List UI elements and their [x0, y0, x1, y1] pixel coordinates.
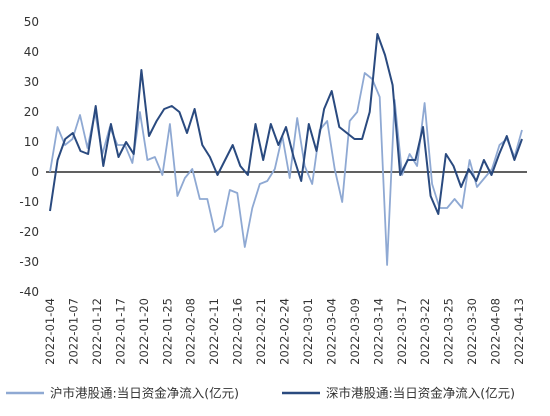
- x-tick-label: 2022-04-08: [489, 298, 503, 365]
- y-tick-label: 40: [24, 45, 39, 59]
- x-tick-label: 2022-01-12: [90, 298, 104, 365]
- x-tick-label: 2022-02-21: [254, 298, 268, 365]
- legend-label: 深市港股通:当日资金净流入(亿元): [326, 386, 515, 401]
- x-tick-label: 2022-03-30: [465, 298, 479, 365]
- x-tick-label: 2022-01-20: [137, 298, 151, 365]
- y-tick-label: 30: [24, 75, 39, 89]
- x-tick-label: 2022-03-09: [348, 298, 362, 365]
- y-tick-label: 20: [24, 105, 39, 119]
- x-tick-label: 2022-02-08: [184, 298, 198, 365]
- x-tick-label: 2022-03-14: [371, 298, 385, 365]
- y-tick-label: -10: [19, 195, 39, 209]
- x-tick-label: 2022-03-22: [418, 298, 432, 365]
- y-tick-label: -30: [19, 255, 39, 269]
- y-tick-label: -20: [19, 225, 39, 239]
- series-layer: [49, 33, 523, 266]
- y-tick-label: 0: [31, 165, 39, 179]
- legend-label: 沪市港股通:当日资金净流入(亿元): [50, 386, 239, 401]
- series-line-shanghai: [49, 72, 523, 266]
- x-tick-label: 2022-03-17: [395, 298, 409, 365]
- x-tick-label: 2022-01-25: [160, 298, 174, 365]
- x-tick-label: 2022-02-24: [278, 298, 292, 365]
- x-tick-label: 2022-01-17: [113, 298, 127, 365]
- legend-item-shenzhen: 深市港股通:当日资金净流入(亿元): [282, 386, 515, 401]
- x-tick-label: 2022-03-01: [301, 298, 315, 365]
- x-tick-label: 2022-01-07: [66, 298, 80, 365]
- legend: 沪市港股通:当日资金净流入(亿元) 深市港股通:当日资金净流入(亿元): [6, 386, 515, 401]
- x-tick-label: 2022-04-13: [512, 298, 526, 365]
- x-axis-ticks: 2022-01-04 2022-01-07 2022-01-12 2022-01-17…: [43, 298, 526, 365]
- x-tick-label: 2022-01-04: [43, 298, 57, 365]
- legend-item-shanghai: 沪市港股通:当日资金净流入(亿元): [6, 386, 239, 401]
- series-line-shenzhen: [49, 33, 523, 215]
- y-axis-ticks: -40 -30 -20 -10 0 10 20 30 40 50: [19, 15, 39, 299]
- x-tick-label: 2022-02-11: [207, 298, 221, 365]
- x-tick-label: 2022-02-16: [231, 298, 245, 365]
- x-tick-label: 2022-03-25: [442, 298, 456, 365]
- x-tick-label: 2022-03-04: [324, 298, 338, 365]
- y-tick-label: -40: [19, 285, 39, 299]
- y-tick-label: 10: [24, 135, 39, 149]
- y-tick-label: 50: [24, 15, 39, 29]
